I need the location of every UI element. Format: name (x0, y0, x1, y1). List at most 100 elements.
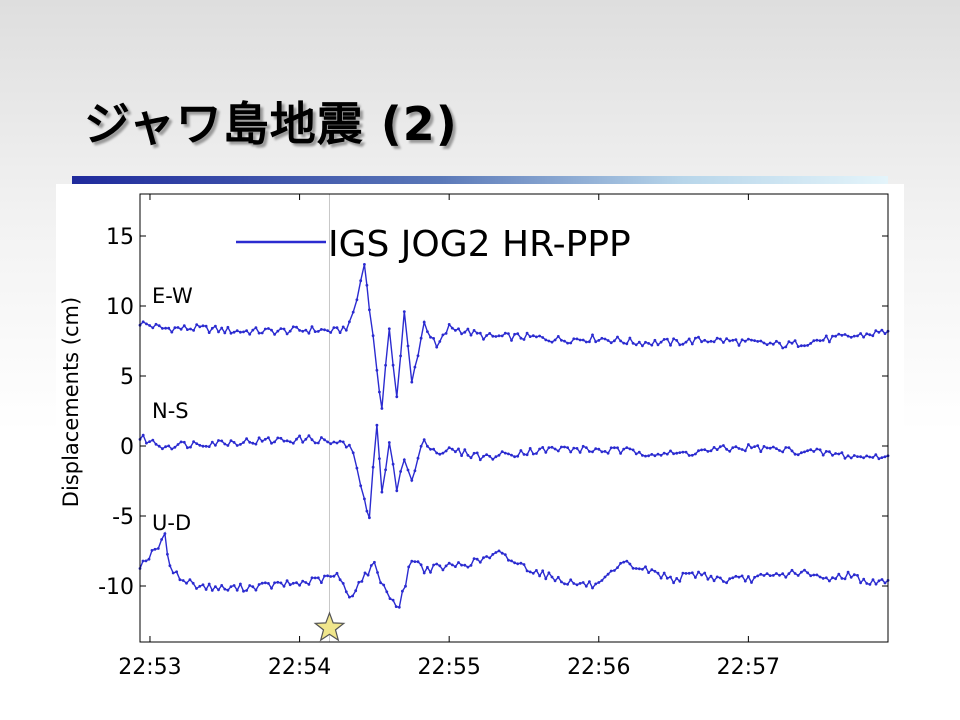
data-point (581, 581, 585, 584)
data-point (171, 571, 175, 575)
data-point (210, 326, 214, 330)
data-point (566, 582, 569, 586)
data-point (650, 568, 654, 572)
data-point (242, 589, 245, 593)
data-point (363, 263, 366, 266)
data-point (482, 556, 485, 560)
data-point (313, 330, 317, 333)
data-point (494, 551, 498, 554)
data-point (273, 440, 276, 444)
data-point (276, 329, 280, 333)
data-point (541, 336, 545, 339)
data-point (821, 577, 825, 580)
series-label-u-d: U-D (152, 511, 191, 535)
data-point (837, 452, 841, 456)
data-point (625, 559, 629, 563)
data-point (862, 456, 865, 460)
data-point (784, 446, 788, 449)
y-tick-label: -10 (98, 575, 134, 600)
data-point (475, 557, 479, 561)
data-point (304, 581, 308, 584)
data-point (291, 581, 295, 585)
data-point (285, 332, 289, 336)
data-point (217, 330, 220, 334)
data-point (750, 338, 753, 342)
data-point (591, 586, 594, 590)
data-point (500, 551, 504, 555)
data-point (301, 329, 305, 333)
data-point (787, 446, 791, 449)
data-point (662, 571, 666, 575)
data-point (759, 450, 763, 453)
data-point (223, 442, 227, 446)
data-point (282, 584, 286, 588)
data-point (402, 458, 406, 462)
data-point (828, 579, 831, 583)
data-point (600, 336, 604, 340)
data-point (260, 439, 264, 443)
data-point (569, 450, 573, 454)
y-tick-label: 15 (106, 225, 134, 250)
data-point (659, 340, 663, 344)
data-point (690, 453, 694, 457)
data-point (625, 342, 629, 346)
data-point (672, 452, 675, 456)
data-point (438, 340, 442, 343)
data-point (731, 446, 735, 449)
data-point (239, 443, 242, 446)
data-point (631, 566, 635, 570)
data-point (510, 559, 513, 563)
data-point (204, 444, 208, 448)
data-point (494, 335, 498, 338)
data-point (348, 443, 351, 447)
data-point (778, 449, 781, 452)
data-point (279, 436, 283, 440)
data-point (251, 585, 255, 589)
data-point (416, 354, 420, 358)
data-point (279, 327, 283, 330)
data-point (637, 567, 641, 571)
data-point (457, 561, 460, 564)
data-point (235, 588, 239, 592)
data-point (226, 588, 230, 592)
data-point (413, 469, 417, 473)
data-point (868, 583, 872, 586)
data-point (550, 445, 554, 449)
data-point (176, 326, 180, 329)
data-point (220, 326, 224, 330)
data-point (163, 532, 167, 535)
legend-label: IGS JOG2 HR-PPP (328, 224, 631, 265)
data-point (164, 326, 167, 330)
data-point (157, 444, 161, 448)
data-point (301, 579, 305, 583)
data-point (856, 334, 859, 338)
data-point (338, 331, 342, 334)
data-point (395, 395, 399, 399)
data-point (700, 573, 703, 577)
data-point (877, 330, 881, 334)
data-point (435, 562, 439, 566)
data-point (644, 454, 647, 458)
data-point (378, 457, 381, 460)
data-point (747, 443, 750, 446)
data-point (684, 340, 688, 344)
data-point (186, 446, 189, 450)
data-point (450, 563, 454, 567)
data-point (413, 560, 417, 563)
data-point (254, 326, 258, 330)
earthquake-star-icon (313, 611, 346, 642)
data-point (588, 340, 591, 344)
data-point (267, 582, 270, 585)
data-point (416, 560, 420, 564)
data-point (874, 453, 878, 457)
data-point (454, 565, 457, 568)
data-point (454, 329, 457, 332)
data-point (344, 590, 348, 594)
data-point (603, 337, 607, 341)
data-point (541, 446, 545, 449)
data-point (790, 449, 794, 453)
data-point (323, 438, 326, 442)
data-point (320, 328, 323, 331)
data-point (320, 436, 323, 439)
data-point (575, 583, 579, 587)
